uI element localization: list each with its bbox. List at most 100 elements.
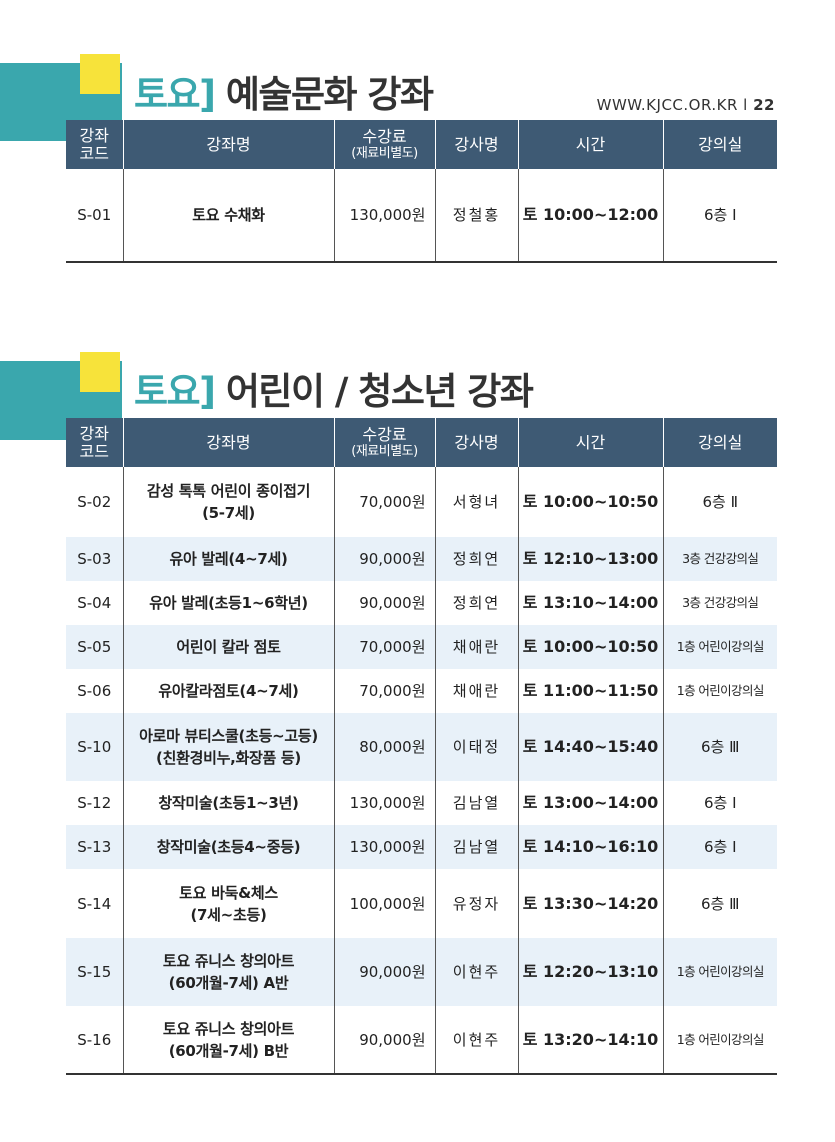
header-code: 강좌 코드: [66, 120, 123, 169]
course-fee: 90,000원: [333, 537, 435, 581]
course-code: S-02: [77, 493, 112, 511]
course-name: 토요 수채화: [122, 169, 334, 263]
table-header-row: 강좌 코드 강좌명 수강료 (재료비별도) 강사명 시간 강의실: [66, 418, 777, 467]
site-separator: l: [743, 96, 748, 114]
course-fee: 100,000원: [333, 869, 435, 938]
course-fee: 130,000원: [333, 781, 435, 825]
course-code: S-04: [77, 594, 112, 612]
course-name: 토요 쥬니스 창의아트 (60개월-7세) B반: [122, 1006, 334, 1075]
course-code: S-05: [66, 625, 123, 669]
table-row: S-05 어린이 칼라 점토 70,000원 채애란 토 10:00~10:50…: [66, 625, 777, 669]
course-code: S-16: [66, 1006, 123, 1075]
course-time: 토 10:00~12:00: [517, 169, 663, 263]
section-1-title: 토요] 예술문화 강좌: [134, 64, 434, 118]
course-name: 창작미술(초등1~3년): [122, 781, 334, 825]
table-row: S-15 토요 쥬니스 창의아트 (60개월-7세) A반 90,000원 이현…: [66, 938, 777, 1006]
course-time: 토 13:00~14:00: [517, 781, 663, 825]
course-instructor: 정철홍: [434, 169, 518, 263]
header-fee: 수강료 (재료비별도): [333, 120, 435, 169]
table-row: S-14 토요 바둑&체스 (7세~초등) 100,000원 유정자 토 13:…: [66, 869, 777, 938]
course-code: S-10: [66, 713, 123, 781]
section-2-accent-square: [80, 352, 120, 392]
header-time: 시간: [517, 120, 663, 169]
course-fee: 70,000원: [333, 625, 435, 669]
course-time: 토 11:00~11:50: [517, 669, 663, 713]
course-instructor: 이현주: [434, 938, 518, 1006]
course-time: 토 13:10~14:00: [517, 581, 663, 625]
course-instructor: 채애란: [434, 669, 518, 713]
course-room: 6층 Ⅰ: [662, 169, 777, 263]
course-name: 창작미술(초등4~중등): [122, 825, 334, 869]
header-fee-note: (재료비별도): [351, 444, 418, 459]
course-code: S-12: [77, 794, 112, 812]
course-time: 토 13:20~14:10: [517, 1006, 663, 1075]
course-time: 토 10:00~10:50: [517, 467, 663, 537]
section-1-table: 강좌 코드 강좌명 수강료 (재료비별도) 강사명 시간 강의실 S-01 토요 …: [66, 120, 777, 263]
course-fee: 80,000원: [333, 713, 435, 781]
table-row: S-04 유아 발레(초등1~6학년) 90,000원 정희연 토 13:10~…: [66, 581, 777, 625]
header-fee: 수강료 (재료비별도): [333, 418, 435, 467]
header-name: 강좌명: [122, 418, 334, 467]
table-row: S-03 유아 발레(4~7세) 90,000원 정희연 토 12:10~13:…: [66, 537, 777, 581]
course-room: 6층 Ⅲ: [662, 713, 777, 781]
course-fee: 90,000원: [333, 581, 435, 625]
course-code: S-15: [66, 938, 123, 1006]
table-row: S-06 유아칼라점토(4~7세) 70,000원 채애란 토 11:00~11…: [66, 669, 777, 713]
header-room: 강의실: [662, 120, 777, 169]
course-room: 3층 건강강의실: [662, 537, 777, 581]
header-time: 시간: [517, 418, 663, 467]
table-row: S-02 감성 톡톡 어린이 종이접기 (5-7세) 70,000원 서형녀 토…: [66, 467, 777, 537]
site-url: WWW.KJCC.OR.KR: [596, 96, 738, 114]
course-room: 6층 Ⅰ: [662, 781, 777, 825]
course-time: 토 12:20~13:10: [517, 938, 663, 1006]
course-time: 토 10:00~10:50: [517, 625, 663, 669]
course-instructor: 유정자: [434, 869, 518, 938]
header-instructor: 강사명: [434, 120, 518, 169]
course-time: 토 13:30~14:20: [517, 869, 663, 938]
course-instructor: 이현주: [434, 1006, 518, 1075]
header-code: 강좌 코드: [66, 418, 123, 467]
course-name: 감성 톡톡 어린이 종이접기 (5-7세): [122, 467, 334, 537]
header-name: 강좌명: [122, 120, 334, 169]
course-fee: 70,000원: [333, 467, 435, 537]
course-room: 3층 건강강의실: [662, 581, 777, 625]
site-footer-url: WWW.KJCC.OR.KR l 22: [597, 96, 775, 114]
course-fee: 130,000원: [333, 825, 435, 869]
page-number: 22: [753, 96, 775, 114]
course-instructor: 김남열: [434, 781, 518, 825]
section-2-table: 강좌 코드 강좌명 수강료 (재료비별도) 강사명 시간 강의실 S-02 감성 …: [66, 418, 777, 1075]
section-2-title-text: 어린이 / 청소년 강좌: [225, 370, 534, 413]
header-fee-note: (재료비별도): [351, 146, 418, 161]
course-instructor: 채애란: [434, 625, 518, 669]
course-time: 토 14:40~15:40: [517, 713, 663, 781]
course-room: 6층 Ⅰ: [662, 825, 777, 869]
course-instructor: 정희연: [434, 581, 518, 625]
course-room: 1층 어린이강의실: [662, 669, 777, 713]
course-code: S-13: [66, 825, 123, 869]
header-fee-label: 수강료: [362, 127, 407, 146]
course-code: S-06: [77, 682, 112, 700]
course-room: 1층 어린이강의실: [662, 625, 777, 669]
course-fee: 70,000원: [333, 669, 435, 713]
table-header-row: 강좌 코드 강좌명 수강료 (재료비별도) 강사명 시간 강의실: [66, 120, 777, 169]
section-2-title: 토요] 어린이 / 청소년 강좌: [134, 361, 534, 415]
table-row: S-13 창작미술(초등4~중등) 130,000원 김남열 토 14:10~1…: [66, 825, 777, 869]
table-row: S-12 창작미술(초등1~3년) 130,000원 김남열 토 13:00~1…: [66, 781, 777, 825]
course-instructor: 서형녀: [434, 467, 518, 537]
course-name: 아로마 뷰티스쿨(초등~고등) (친환경비누,화장품 등): [122, 713, 334, 781]
table-row: S-01 토요 수채화 130,000원 정철홍 토 10:00~12:00 6…: [66, 169, 777, 263]
course-instructor: 이태정: [434, 713, 518, 781]
course-name: 유아 발레(4~7세): [122, 537, 334, 581]
header-room: 강의실: [662, 418, 777, 467]
course-room: 6층 Ⅱ: [662, 467, 777, 537]
course-name: 토요 쥬니스 창의아트 (60개월-7세) A반: [122, 938, 334, 1006]
course-code: S-01: [66, 169, 123, 263]
course-instructor: 김남열: [434, 825, 518, 869]
table-row: S-16 토요 쥬니스 창의아트 (60개월-7세) B반 90,000원 이현…: [66, 1006, 777, 1075]
course-name: 유아 발레(초등1~6학년): [122, 581, 334, 625]
course-room: 1층 어린이강의실: [662, 938, 777, 1006]
section-1-accent-square: [80, 54, 120, 94]
course-room: 6층 Ⅲ: [662, 869, 777, 938]
course-name: 토요 바둑&체스 (7세~초등): [122, 869, 334, 938]
course-time: 토 12:10~13:00: [517, 537, 663, 581]
